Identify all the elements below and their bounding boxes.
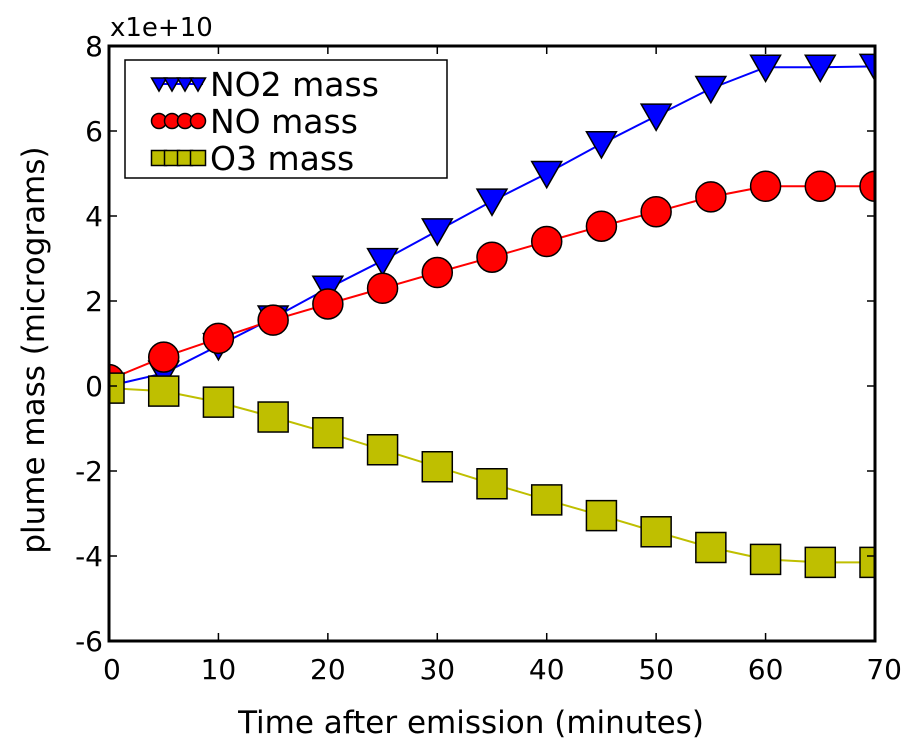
y-tick-label: 0 — [85, 370, 103, 403]
data-point-no2-mass — [366, 247, 399, 277]
data-point-no2-mass — [530, 160, 564, 190]
data-point-no2-mass — [475, 188, 509, 217]
y-axis-label: plume mass (micrograms) — [16, 146, 52, 553]
y-tick-label: 2 — [85, 285, 103, 318]
data-point-o3-mass — [695, 531, 727, 564]
data-point-o3-mass — [804, 546, 837, 579]
data-point-no-mass — [476, 241, 508, 273]
x-tick-label: 10 — [201, 653, 237, 686]
x-tick-label: 60 — [748, 653, 784, 686]
data-point-no-mass — [749, 170, 782, 202]
data-point-no-mass — [695, 181, 727, 213]
data-point-o3-mass — [530, 484, 563, 516]
x-tick-label: 30 — [419, 653, 455, 686]
data-point-no-mass — [257, 304, 289, 336]
legend-marker-no2-mass — [163, 77, 181, 93]
data-point-no-mass — [804, 170, 837, 202]
data-point-o3-mass — [257, 401, 289, 433]
x-axis-label: Time after emission (minutes) — [237, 705, 704, 739]
data-point-no-mass — [640, 196, 672, 228]
legend-label-o3-mass: O3 mass — [210, 139, 354, 178]
legend-label-no-mass: NO mass — [210, 102, 358, 141]
plot-frame — [107, 44, 877, 643]
legend-marker-no2-mass — [189, 77, 207, 93]
legend-label-no2-mass: NO2 mass — [210, 65, 379, 104]
data-point-no-mass — [147, 341, 180, 373]
legend-marker-no-mass — [189, 112, 207, 130]
data-point-no-mass — [530, 225, 563, 258]
data-point-no2-mass — [858, 53, 875, 83]
x-tick-label: 20 — [310, 653, 346, 686]
data-point-no2-mass — [639, 103, 673, 132]
series-layer — [109, 53, 875, 579]
data-point-no2-mass — [585, 131, 618, 160]
data-point-o3-mass — [421, 451, 454, 483]
data-point-o3-mass — [109, 372, 125, 404]
data-point-no-mass — [312, 288, 344, 320]
data-point-o3-mass — [147, 375, 180, 407]
data-point-no-mass — [366, 272, 399, 304]
y-tick-label: -4 — [75, 540, 103, 573]
x-tick-label: 50 — [638, 653, 674, 686]
x-tick-label: 40 — [529, 653, 565, 686]
legend-marker-no2-mass — [176, 77, 194, 93]
data-point-o3-mass — [749, 543, 782, 576]
data-point-no2-mass — [803, 54, 837, 84]
y-tick-label: 4 — [85, 200, 103, 233]
y-tick-label: 8 — [85, 30, 103, 63]
data-point-o3-mass — [312, 417, 344, 449]
y-tick-label: -2 — [75, 455, 103, 488]
data-point-o3-mass — [202, 386, 235, 418]
data-point-no-mass — [202, 322, 235, 355]
data-point-o3-mass — [476, 468, 508, 500]
data-point-o3-mass — [366, 434, 399, 466]
data-point-o3-mass — [859, 546, 875, 579]
data-point-no-mass — [421, 256, 454, 289]
legend-marker-o3-mass — [189, 149, 207, 167]
x-tick-label: 0 — [103, 653, 121, 686]
y-tick-label: 6 — [85, 115, 103, 148]
legend-marker-no2-mass — [150, 77, 168, 93]
data-point-o3-mass — [640, 516, 672, 548]
data-point-no2-mass — [420, 218, 454, 247]
y-scale-note: x1e+10 — [110, 13, 213, 43]
data-point-no2-mass — [694, 75, 728, 105]
data-point-no2-mass — [749, 54, 782, 84]
data-point-no-mass — [585, 210, 618, 242]
y-tick-label: -6 — [75, 625, 103, 658]
data-point-o3-mass — [585, 499, 618, 532]
data-point-no-mass — [859, 170, 875, 202]
x-tick-label: 70 — [866, 653, 902, 686]
ticks-layer: 0 10 20 30 40 50 60 70 -6 -4 -2 0 2 4 6 8 — [75, 30, 902, 686]
